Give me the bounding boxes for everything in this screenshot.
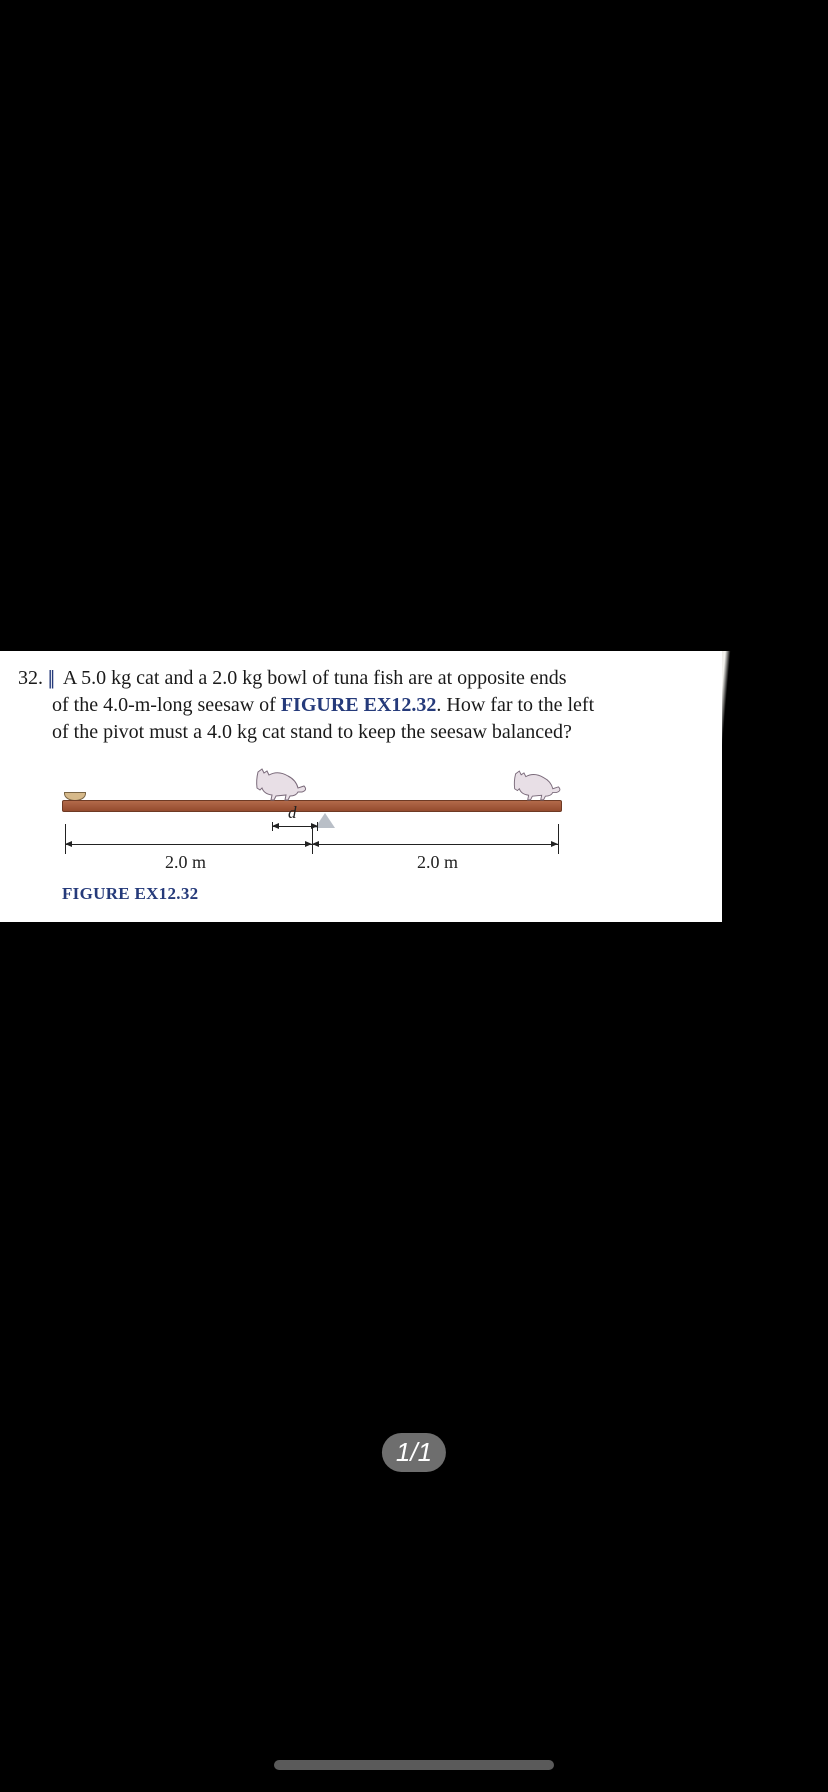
page-indicator-badge: 1/1 bbox=[382, 1433, 446, 1472]
cat-4kg-icon bbox=[252, 766, 310, 802]
figure-reference: FIGURE EX12.32 bbox=[281, 694, 437, 716]
dimension-left-label: 2.0 m bbox=[165, 852, 206, 873]
problem-line2: of the 4.0-m-long seesaw of FIGURE EX12.… bbox=[52, 692, 704, 719]
problem-line1: A 5.0 kg cat and a 2.0 kg bowl of tuna f… bbox=[63, 667, 567, 689]
home-indicator-bar[interactable] bbox=[274, 1760, 554, 1770]
seesaw-board bbox=[62, 800, 562, 812]
dimension-d-label: d bbox=[288, 803, 297, 823]
page-edge-shadow bbox=[720, 651, 828, 916]
figure-caption: FIGURE EX12.32 bbox=[62, 884, 198, 904]
problem-line3: of the pivot must a 4.0 kg cat stand to … bbox=[52, 719, 704, 746]
textbook-problem-region[interactable]: 32. || A 5.0 kg cat and a 2.0 kg bowl of… bbox=[0, 651, 722, 922]
figure-diagram: d 2.0 m 2.0 m FIGURE EX12.32 bbox=[62, 764, 594, 904]
difficulty-bars: || bbox=[48, 667, 53, 689]
dimension-main: 2.0 m 2.0 m bbox=[65, 824, 559, 868]
problem-statement: 32. || A 5.0 kg cat and a 2.0 kg bowl of… bbox=[18, 665, 704, 692]
problem-number: 32. bbox=[18, 667, 43, 689]
dimension-right-label: 2.0 m bbox=[417, 852, 458, 873]
cat-5kg-icon bbox=[510, 768, 564, 802]
